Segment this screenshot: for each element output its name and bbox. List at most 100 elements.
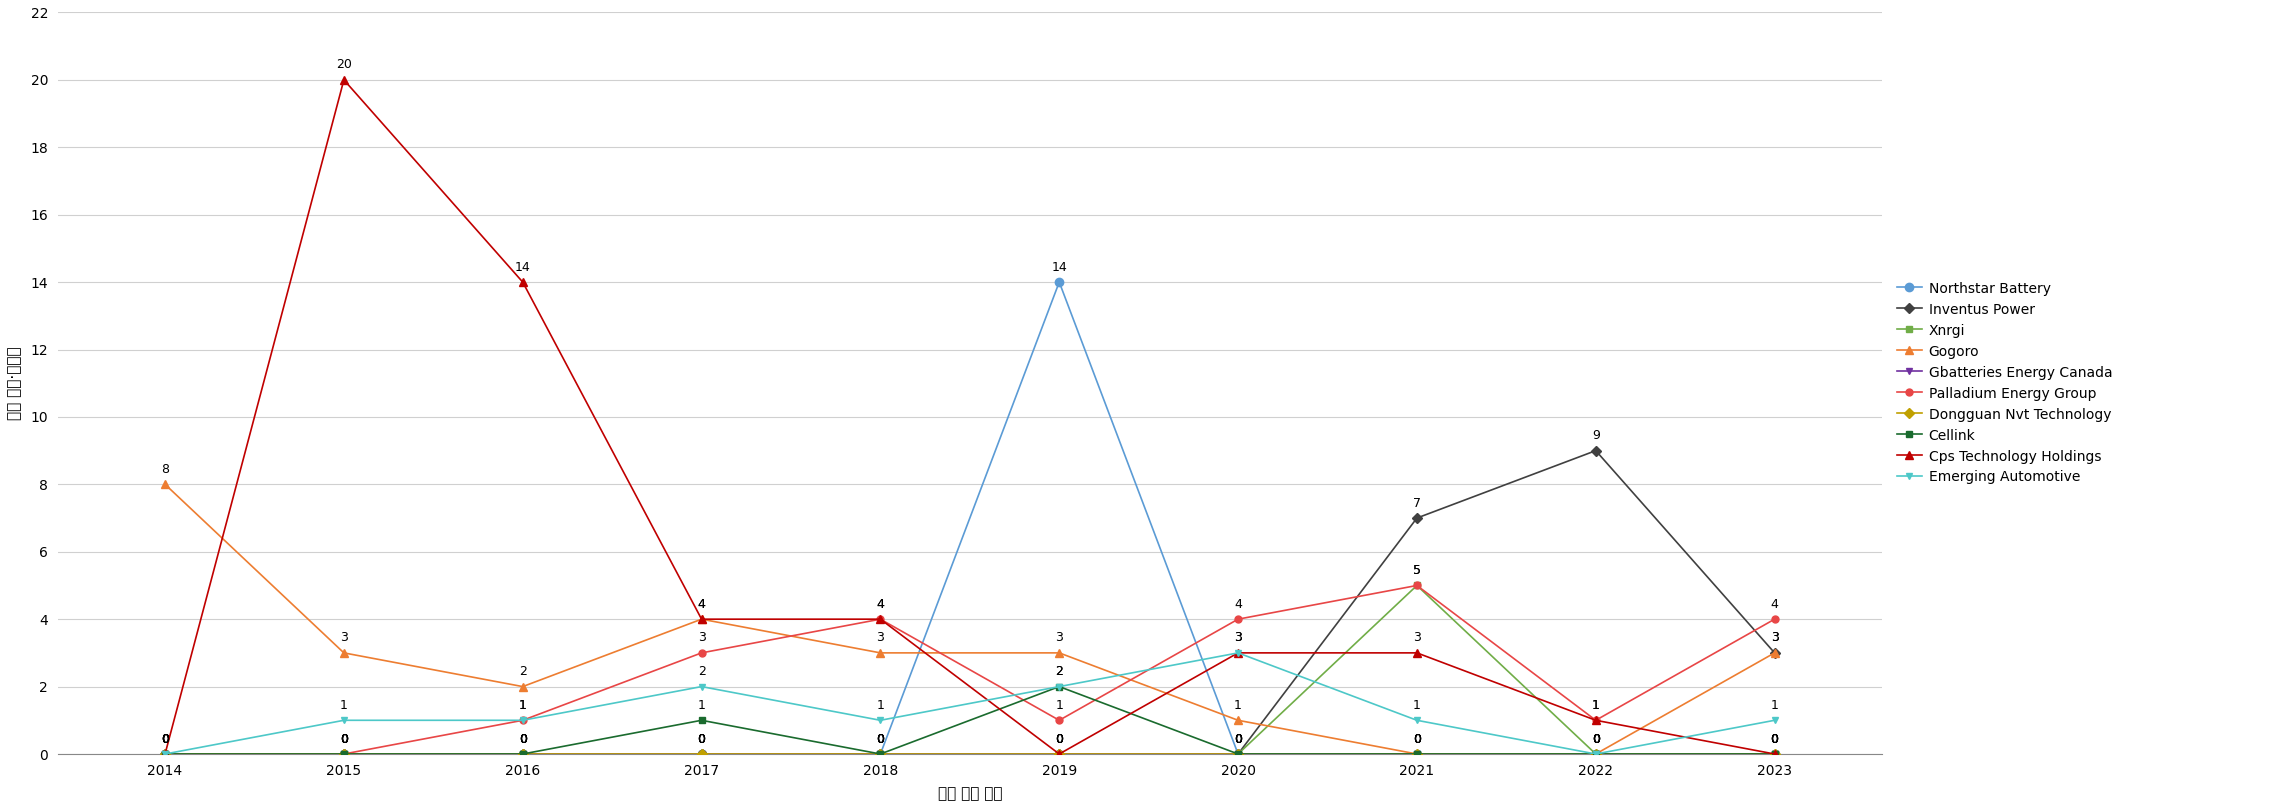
Text: 3: 3	[1772, 632, 1779, 645]
Text: 0: 0	[1414, 733, 1421, 746]
Northstar Battery	[1581, 749, 1609, 759]
Line: Cellink: Cellink	[161, 683, 1779, 757]
Text: 0: 0	[877, 733, 884, 746]
Cps Technology Holdings	[1402, 648, 1430, 658]
Text: 0: 0	[161, 733, 170, 746]
Dongguan Nvt Technology	[509, 749, 537, 759]
Palladium Energy Group	[1223, 614, 1251, 624]
Text: 1: 1	[1593, 699, 1600, 712]
Text: 3: 3	[1056, 632, 1063, 645]
Text: 0: 0	[519, 733, 528, 746]
Text: 0: 0	[1235, 733, 1242, 746]
Text: 3: 3	[340, 632, 349, 645]
Text: 0: 0	[698, 733, 705, 746]
Cellink	[1402, 749, 1430, 759]
Gbatteries Energy Canada	[868, 749, 895, 759]
Text: 0: 0	[1414, 733, 1421, 746]
Xnrgi	[1760, 749, 1788, 759]
Palladium Energy Group	[1047, 715, 1074, 725]
Xnrgi	[509, 749, 537, 759]
Gogoro	[330, 648, 358, 658]
Gogoro	[1760, 648, 1788, 658]
Text: 14: 14	[1051, 261, 1067, 274]
Text: 1: 1	[1772, 699, 1779, 712]
Text: 1: 1	[698, 699, 705, 712]
Text: 0: 0	[1235, 733, 1242, 746]
Cps Technology Holdings	[868, 614, 895, 624]
Text: 0: 0	[1056, 733, 1063, 746]
Text: 0: 0	[519, 733, 528, 746]
Text: 0: 0	[1056, 733, 1063, 746]
Gbatteries Energy Canada	[151, 749, 179, 759]
Cellink	[1223, 749, 1251, 759]
Cps Technology Holdings	[1223, 648, 1251, 658]
Text: 0: 0	[1056, 733, 1063, 746]
Cellink	[1047, 682, 1074, 692]
Emerging Automotive	[688, 682, 716, 692]
Text: 1: 1	[1056, 699, 1063, 712]
Cps Technology Holdings	[1047, 749, 1074, 759]
Text: 0: 0	[1593, 733, 1600, 746]
Text: 0: 0	[340, 733, 349, 746]
Dongguan Nvt Technology	[868, 749, 895, 759]
Text: 0: 0	[1772, 733, 1779, 746]
Northstar Battery	[509, 749, 537, 759]
Emerging Automotive	[868, 715, 895, 725]
Cellink	[509, 749, 537, 759]
Text: 0: 0	[161, 733, 170, 746]
Text: 2: 2	[1056, 665, 1063, 678]
Text: 0: 0	[519, 733, 528, 746]
Inventus Power	[509, 749, 537, 759]
Dongguan Nvt Technology	[688, 749, 716, 759]
Palladium Energy Group	[1581, 715, 1609, 725]
Cps Technology Holdings	[1581, 715, 1609, 725]
Text: 4: 4	[698, 598, 705, 611]
Text: 5: 5	[1414, 564, 1421, 577]
Text: 0: 0	[1593, 733, 1600, 746]
Text: 0: 0	[877, 733, 884, 746]
Text: 0: 0	[1772, 733, 1779, 746]
Text: 9: 9	[1593, 429, 1600, 442]
Gogoro	[1223, 715, 1251, 725]
Y-axis label: 특허 출원·공개량: 특허 출원·공개량	[7, 347, 23, 420]
Dongguan Nvt Technology	[1402, 749, 1430, 759]
Inventus Power	[330, 749, 358, 759]
Inventus Power	[1402, 513, 1430, 523]
Gbatteries Energy Canada	[1047, 749, 1074, 759]
Cellink	[1581, 749, 1609, 759]
Inventus Power	[1223, 749, 1251, 759]
Emerging Automotive	[330, 715, 358, 725]
Text: 0: 0	[340, 733, 349, 746]
Xnrgi	[1402, 581, 1430, 591]
Line: Gogoro: Gogoro	[161, 480, 1779, 758]
Text: 0: 0	[161, 733, 170, 746]
Gbatteries Energy Canada	[1402, 749, 1430, 759]
Northstar Battery	[1047, 277, 1074, 287]
Text: 14: 14	[514, 261, 530, 274]
Text: 1: 1	[877, 699, 884, 712]
Legend: Northstar Battery, Inventus Power, Xnrgi, Gogoro, Gbatteries Energy Canada, Pall: Northstar Battery, Inventus Power, Xnrgi…	[1893, 278, 2116, 489]
Text: 1: 1	[519, 699, 526, 712]
Gogoro	[868, 648, 895, 658]
Text: 0: 0	[1235, 733, 1242, 746]
Text: 0: 0	[161, 733, 170, 746]
Text: 0: 0	[1414, 733, 1421, 746]
Text: 0: 0	[340, 733, 349, 746]
Emerging Automotive	[1223, 648, 1251, 658]
Text: 3: 3	[877, 632, 884, 645]
Text: 4: 4	[698, 598, 705, 611]
Text: 0: 0	[519, 733, 528, 746]
Emerging Automotive	[1760, 715, 1788, 725]
Gbatteries Energy Canada	[509, 749, 537, 759]
Line: Dongguan Nvt Technology: Dongguan Nvt Technology	[161, 751, 1779, 757]
Cellink	[330, 749, 358, 759]
Inventus Power	[1581, 446, 1609, 456]
Gogoro	[1402, 749, 1430, 759]
Text: 1: 1	[1593, 699, 1600, 712]
Inventus Power	[151, 749, 179, 759]
Line: Gbatteries Energy Canada: Gbatteries Energy Canada	[161, 751, 1779, 757]
Northstar Battery	[1402, 749, 1430, 759]
Line: Inventus Power: Inventus Power	[161, 447, 1779, 757]
Text: 0: 0	[1772, 733, 1779, 746]
Text: 0: 0	[1593, 733, 1600, 746]
